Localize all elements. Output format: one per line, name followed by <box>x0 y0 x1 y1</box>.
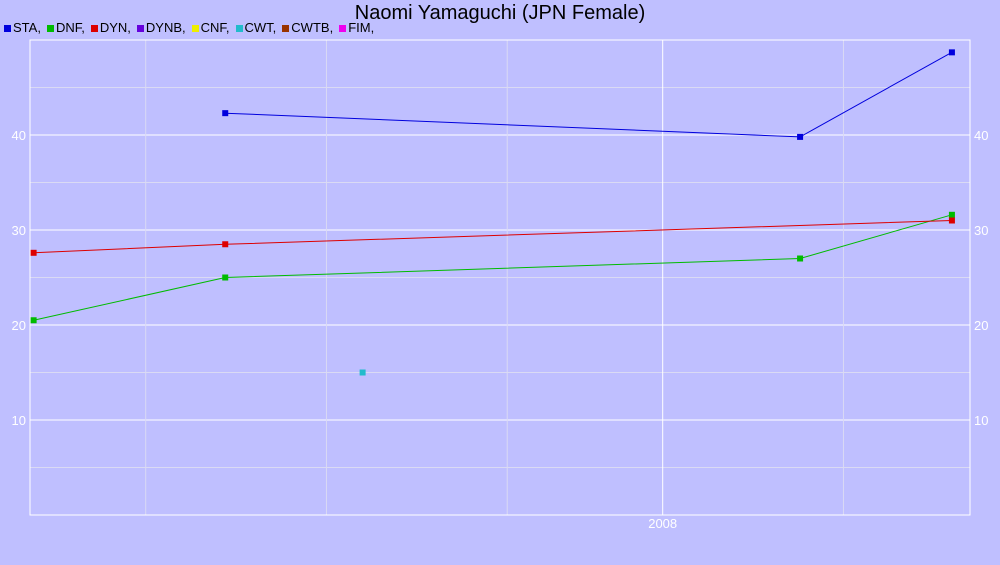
data-point-sta <box>797 133 804 140</box>
legend-swatch-fim <box>339 24 347 32</box>
data-point-dyn <box>30 249 37 256</box>
y-tick-label-left: 30 <box>12 223 26 238</box>
y-tick-label-left: 20 <box>12 318 26 333</box>
data-point-dyn <box>948 217 955 224</box>
y-tick-label-left: 40 <box>12 128 26 143</box>
legend-label-dnf: DNF, <box>55 20 85 35</box>
y-tick-label-right: 10 <box>974 413 988 428</box>
series-line-dnf <box>33 214 953 321</box>
plot-frame <box>29 39 971 516</box>
chart-title: Naomi Yamaguchi (JPN Female) <box>354 2 646 24</box>
legend-swatch-dynb <box>136 24 144 32</box>
legend-label-cnf: CNF, <box>200 20 230 35</box>
data-point-sta <box>222 110 229 117</box>
series-line-sta <box>225 51 953 138</box>
y-tick-label-right: 40 <box>974 128 988 143</box>
data-point-dnf <box>948 211 955 218</box>
legend-swatch-cnf <box>191 24 199 32</box>
legend-item-dnf: DNF, <box>46 20 85 36</box>
legend-swatch-dnf <box>46 24 54 32</box>
data-point-dnf <box>30 317 37 324</box>
legend-item-fim: FIM, <box>339 20 374 36</box>
x-tick-label: 2008 <box>648 516 677 531</box>
data-point-dnf <box>222 274 229 281</box>
legend-label-cwtb: CWTB, <box>291 20 334 35</box>
series-line-dyn <box>33 220 952 254</box>
legend-label-dynb: DYNB, <box>145 20 186 35</box>
data-point-dyn <box>222 241 229 248</box>
legend: STA, DNF, DYN, DYNB, CNF, CWT, CWTB, FIM… <box>4 20 374 36</box>
legend-swatch-sta <box>4 24 11 32</box>
legend-item-dynb: DYNB, <box>136 20 186 36</box>
data-point-dnf <box>797 255 804 262</box>
legend-label-fim: FIM, <box>348 20 375 35</box>
legend-item-cwtb: CWTB, <box>282 20 333 36</box>
legend-swatch-cwtb <box>282 24 290 32</box>
legend-item-cnf: CNF, <box>191 20 230 36</box>
y-tick-label-left: 10 <box>12 413 26 428</box>
y-tick-label-right: 20 <box>974 318 988 333</box>
y-tick-label-right: 30 <box>974 223 988 238</box>
legend-label-sta: STA, <box>13 20 41 35</box>
legend-label-dyn: DYN, <box>99 20 131 35</box>
data-point-sta <box>948 49 955 56</box>
legend-swatch-cwt <box>235 24 243 32</box>
data-point-cwt <box>359 369 366 376</box>
legend-item-sta: STA, <box>4 20 41 36</box>
legend-swatch-dyn <box>90 24 98 32</box>
legend-item-cwt: CWT, <box>235 20 277 36</box>
legend-item-dyn: DYN, <box>90 20 131 36</box>
legend-label-cwt: CWT, <box>244 20 277 35</box>
